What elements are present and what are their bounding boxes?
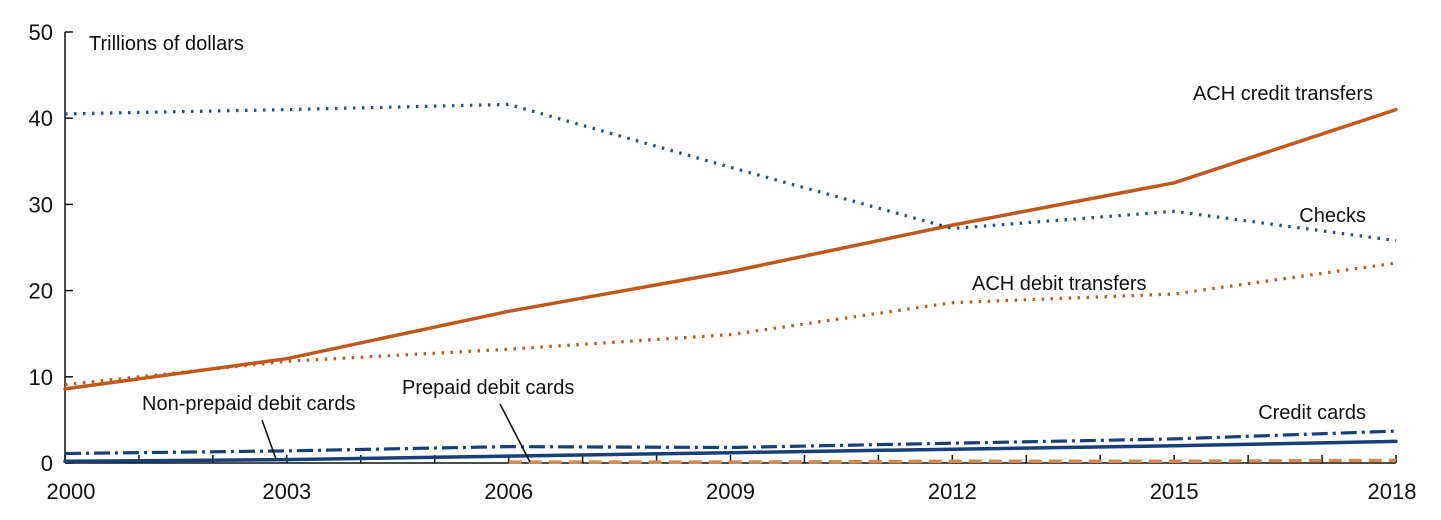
x-tick-label: 2006 bbox=[484, 479, 533, 504]
series-labels: ACH credit transfers Checks ACH debit tran… bbox=[142, 83, 1373, 463]
y-axis-label: Trillions of dollars bbox=[89, 33, 244, 55]
series-label: Prepaid debit cards bbox=[402, 377, 574, 399]
y-tick-label: 10 bbox=[29, 365, 53, 390]
x-tick-label: 2000 bbox=[47, 479, 96, 504]
series-line-prepaid-debit-cards bbox=[508, 458, 1397, 464]
series-lines bbox=[63, 102, 1398, 464]
series-label: ACH credit transfers bbox=[1193, 83, 1373, 105]
series-line-ach-debit-transfers bbox=[64, 261, 1397, 387]
leader-line-prepaid bbox=[499, 403, 531, 463]
series-label: Credit cards bbox=[1258, 402, 1366, 424]
series-line-non-prepaid-debit-cards bbox=[63, 439, 1398, 464]
x-tick-label: 2012 bbox=[928, 479, 977, 504]
x-tick-label: 2003 bbox=[262, 479, 311, 504]
leader-line-non-prepaid bbox=[261, 419, 277, 460]
x-tick-label: 2018 bbox=[1368, 479, 1417, 504]
y-tick-label: 0 bbox=[41, 451, 53, 476]
series-line-checks bbox=[64, 102, 1397, 243]
y-tick-label: 20 bbox=[29, 279, 53, 304]
y-axis-ticks: 0 10 20 30 40 50 bbox=[29, 20, 73, 476]
series-line-ach-credit-transfers bbox=[63, 107, 1398, 391]
series-label: Non-prepaid debit cards bbox=[142, 393, 355, 415]
series-label: Checks bbox=[1299, 205, 1366, 227]
x-tick-label: 2015 bbox=[1150, 479, 1199, 504]
x-axis-ticks: 2000 2003 2006 2009 2012 2015 2018 bbox=[47, 455, 1417, 504]
y-tick-label: 50 bbox=[29, 20, 53, 45]
series-label: ACH debit transfers bbox=[972, 273, 1147, 295]
y-tick-label: 40 bbox=[29, 106, 53, 131]
x-tick-label: 2009 bbox=[706, 479, 755, 504]
series-line-credit-cards bbox=[64, 429, 1397, 456]
y-tick-label: 30 bbox=[29, 192, 53, 217]
